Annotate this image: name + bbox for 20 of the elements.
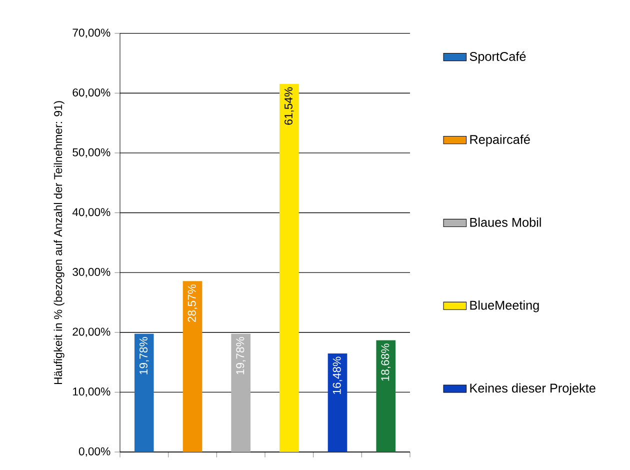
legend-label: Blaues Mobil (470, 218, 541, 227)
y-tick-label: 20,00% (72, 328, 110, 338)
data-label: 19,78% (236, 337, 246, 374)
legend-label: Keines dieser Projekte (470, 383, 596, 396)
y-tick-label: 60,00% (72, 88, 110, 98)
y-tick-label: 0,00% (78, 447, 110, 457)
data-label: 28,57% (188, 284, 198, 322)
y-tick-label: 40,00% (72, 208, 110, 218)
legend-label: Repaircafé (470, 134, 530, 146)
data-label: 16,48% (332, 356, 342, 394)
legend-label: SportCafé (470, 51, 526, 64)
data-label: 18,68% (381, 344, 391, 381)
y-tick-label: 70,00% (72, 28, 110, 38)
legend-label: BlueMeeting (470, 300, 539, 312)
data-label: 61,54% (284, 87, 294, 125)
y-tick-label: 10,00% (73, 388, 110, 397)
y-tick-label: 30,00% (72, 268, 110, 278)
data-label: 19,78% (139, 337, 149, 374)
y-axis-title: Häufigkeit in % (bezogen auf Anzahl der Teilnehmer: 91) (54, 101, 64, 384)
y-tick-label: 50,00% (72, 148, 110, 158)
